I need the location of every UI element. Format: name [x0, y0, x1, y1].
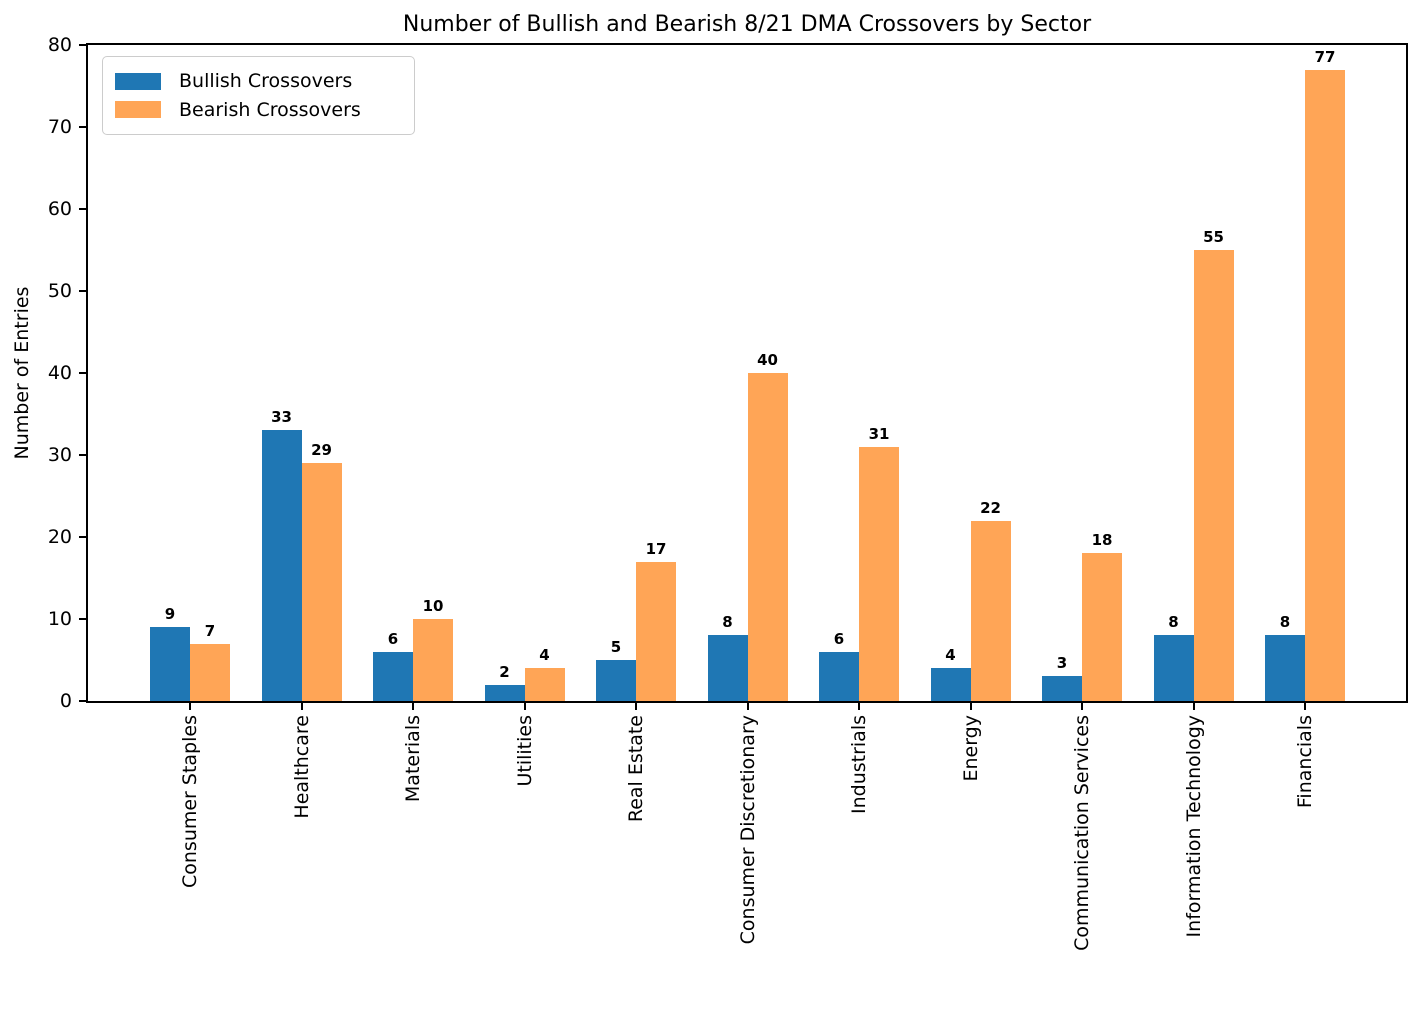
y-tick-label-20: 20: [47, 526, 72, 548]
x-tick-mark-materials: [412, 701, 414, 710]
x-tick-label-information-technology: Information Technology: [1182, 715, 1205, 938]
bar-value-label-bearish-utilities: 4: [539, 646, 550, 665]
x-tick-label-energy: Energy: [959, 715, 982, 782]
bar-bearish-healthcare: [301, 463, 342, 701]
y-tick-mark-20: [79, 536, 88, 538]
x-tick-label-consumer-discretionary: Consumer Discretionary: [736, 715, 759, 945]
bar-value-label-bullish-consumer-staples: 9: [164, 605, 176, 624]
x-tick-mark-information-technology: [1192, 701, 1195, 710]
bar-bearish-information-technology: [1193, 250, 1234, 701]
bar-value-label-bullish-materials: 6: [387, 629, 399, 648]
x-tick-label-communication-services: Communication Services: [1071, 715, 1093, 951]
bar-bearish-utilities: [524, 668, 565, 701]
legend: Bullish Crossovers Bearish Crossovers: [102, 56, 415, 135]
legend-entry-bullish: Bullish Crossovers: [115, 70, 402, 92]
x-tick-mark-industrials: [858, 701, 860, 710]
bar-bullish-information-technology: [1153, 635, 1194, 701]
y-tick-label-0: 0: [59, 690, 72, 712]
legend-entry-bearish: Bearish Crossovers: [115, 99, 402, 121]
bar-value-label-bearish-consumer-discretionary: 40: [757, 351, 778, 369]
bar-bullish-materials: [373, 651, 413, 701]
bar-value-label-bullish-real-estate: 5: [610, 638, 622, 656]
x-tick-mark-financials: [1304, 701, 1306, 710]
y-tick-mark-80: [79, 44, 88, 46]
y-tick-label-50: 50: [47, 280, 72, 302]
bar-bullish-consumer-discretionary: [707, 635, 748, 701]
x-tick-label-materials: Materials: [402, 715, 424, 803]
y-tick-label-40: 40: [47, 362, 72, 384]
bar-bullish-industrials: [819, 651, 859, 701]
bar-bearish-industrials: [859, 446, 899, 701]
x-tick-mark-consumer-staples: [189, 701, 191, 710]
x-tick-mark-consumer-discretionary: [746, 701, 749, 710]
y-tick-mark-10: [79, 618, 88, 620]
bar-value-label-bullish-utilities: 2: [499, 662, 510, 681]
bar-value-label-bullish-communication-services: 3: [1056, 654, 1068, 673]
bar-bearish-financials: [1305, 69, 1345, 701]
x-tick-mark-energy: [969, 701, 972, 710]
x-tick-label-industrials: Industrials: [848, 715, 870, 815]
x-tick-label-real-estate: Real Estate: [625, 715, 647, 823]
y-tick-label-60: 60: [47, 198, 72, 220]
legend-swatch-bullish: [115, 72, 161, 90]
bar-value-label-bullish-consumer-discretionary: 8: [722, 613, 733, 632]
x-tick-mark-utilities: [523, 701, 526, 710]
legend-label-bullish: Bullish Crossovers: [179, 70, 353, 93]
y-tick-mark-40: [79, 372, 88, 374]
bar-value-label-bearish-healthcare: 29: [311, 441, 332, 460]
y-tick-label-10: 10: [47, 608, 72, 630]
bar-bullish-consumer-staples: [150, 627, 190, 701]
x-tick-label-financials: Financials: [1294, 715, 1316, 809]
bar-bullish-financials: [1265, 635, 1305, 701]
bar-bearish-energy: [970, 520, 1011, 701]
x-tick-label-consumer-staples: Consumer Staples: [179, 715, 201, 889]
y-tick-label-80: 80: [47, 34, 72, 56]
bar-bearish-consumer-discretionary: [747, 373, 788, 701]
bar-value-label-bearish-information-technology: 55: [1203, 228, 1224, 246]
bar-value-label-bearish-communication-services: 18: [1091, 531, 1113, 550]
bar-value-label-bullish-healthcare: 33: [271, 408, 292, 427]
plot-area: 9 7 33 29 6 10 2 4 5 17 8 40 6 31 4 22 3 18 8 55 8 77: [88, 45, 1406, 701]
legend-label-bearish: Bearish Crossovers: [179, 98, 361, 121]
bar-bullish-energy: [930, 668, 971, 701]
bar-value-label-bearish-industrials: 31: [868, 424, 890, 443]
y-tick-label-30: 30: [47, 444, 72, 466]
legend-swatch-bearish: [115, 101, 161, 119]
bar-bearish-real-estate: [636, 561, 676, 701]
y-tick-label-70: 70: [47, 116, 72, 138]
y-tick-mark-0: [79, 700, 88, 702]
bar-value-label-bearish-materials: 10: [422, 597, 444, 615]
bar-value-label-bearish-financials: 77: [1314, 47, 1336, 66]
bar-value-label-bearish-energy: 22: [980, 498, 1001, 517]
bar-bearish-communication-services: [1082, 553, 1122, 701]
bar-value-label-bearish-real-estate: 17: [645, 539, 667, 558]
bar-bearish-materials: [413, 619, 453, 701]
x-tick-mark-communication-services: [1081, 701, 1083, 710]
bar-value-label-bullish-financials: 8: [1279, 613, 1291, 632]
bar-value-label-bullish-information-technology: 8: [1168, 613, 1179, 632]
x-tick-label-utilities: Utilities: [513, 715, 536, 787]
bar-bullish-utilities: [484, 684, 525, 701]
x-tick-mark-real-estate: [635, 701, 637, 710]
bar-bullish-real-estate: [596, 660, 636, 701]
y-tick-mark-50: [79, 290, 88, 292]
bar-bullish-communication-services: [1042, 676, 1082, 701]
bar-value-label-bullish-energy: 4: [945, 646, 956, 665]
x-tick-label-healthcare: Healthcare: [290, 715, 313, 819]
bar-value-label-bearish-consumer-staples: 7: [204, 621, 216, 640]
bar-value-label-bullish-industrials: 6: [833, 629, 845, 648]
bar-bullish-healthcare: [261, 430, 302, 701]
x-tick-mark-healthcare: [300, 701, 303, 710]
chart-title: Number of Bullish and Bearish 8/21 DMA C…: [402, 12, 1092, 37]
y-tick-mark-60: [79, 208, 88, 210]
bar-bearish-consumer-staples: [190, 643, 230, 701]
y-tick-mark-70: [79, 126, 88, 128]
y-tick-mark-30: [79, 454, 88, 456]
